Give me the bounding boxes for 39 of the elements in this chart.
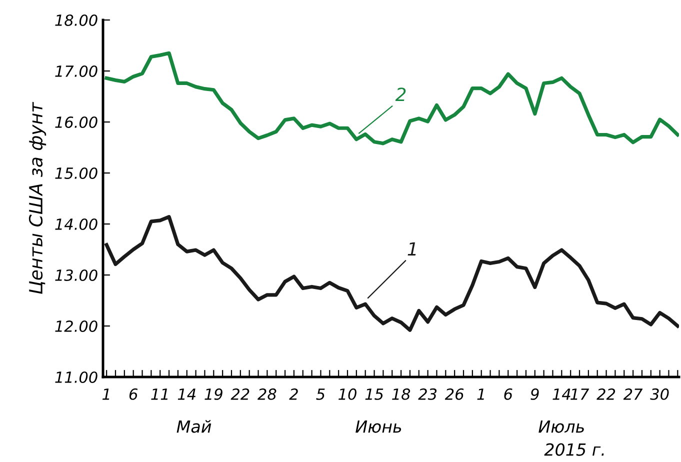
x-tick-label: 6 xyxy=(504,388,512,400)
x-tick-label: 30 xyxy=(650,388,669,400)
x-tick-label: 11 xyxy=(151,388,168,400)
line-series xyxy=(104,51,679,146)
x-tick-label: 17 xyxy=(570,388,590,400)
y-tick-label: 12.00 xyxy=(55,320,98,332)
x-tick-label: 14 xyxy=(178,388,196,400)
text: Июль xyxy=(538,420,584,433)
x-tick-label: 15 xyxy=(365,388,384,400)
y-tick-label: 15.00 xyxy=(55,167,98,180)
y-tick-label: 13.00 xyxy=(55,269,98,282)
y-tick-label: 18.00 xyxy=(55,14,98,26)
x-tick-label: 22 xyxy=(596,388,616,400)
x-tick-label: 28 xyxy=(258,388,276,400)
x-tick-label: 14 xyxy=(552,388,570,400)
x-tick-label: 5 xyxy=(316,388,325,400)
y-tick-label: 16.00 xyxy=(55,116,98,128)
x-tick-label: 27 xyxy=(623,388,643,400)
line-series xyxy=(104,215,679,332)
x-tick-label: 18 xyxy=(392,388,410,400)
y-axis-title: Центы США за фунт xyxy=(28,102,46,294)
text: 1 xyxy=(408,242,416,256)
x-tick-label: 10 xyxy=(338,388,356,400)
series-label: 2 xyxy=(395,88,406,101)
x-tick-label: 26 xyxy=(444,388,464,400)
text: Май xyxy=(176,420,212,433)
y-tick-label: 11.00 xyxy=(55,371,98,384)
x-tick-label: 22 xyxy=(230,388,250,400)
x-tick-label: 1 xyxy=(477,388,484,400)
y-tick-label: 17.00 xyxy=(55,65,98,78)
x-tick-label: 6 xyxy=(129,388,138,400)
x-tick-label: 23 xyxy=(418,388,437,400)
y-tick-label: 14.00 xyxy=(55,218,98,230)
x-tick-label: 9 xyxy=(530,388,539,400)
text: Июнь xyxy=(356,420,402,433)
x-tick-label: 2 xyxy=(289,388,298,400)
text: 2015 г. xyxy=(544,443,604,456)
x-tick-label: 19 xyxy=(204,388,222,400)
x-tick-label: 1 xyxy=(102,388,110,400)
